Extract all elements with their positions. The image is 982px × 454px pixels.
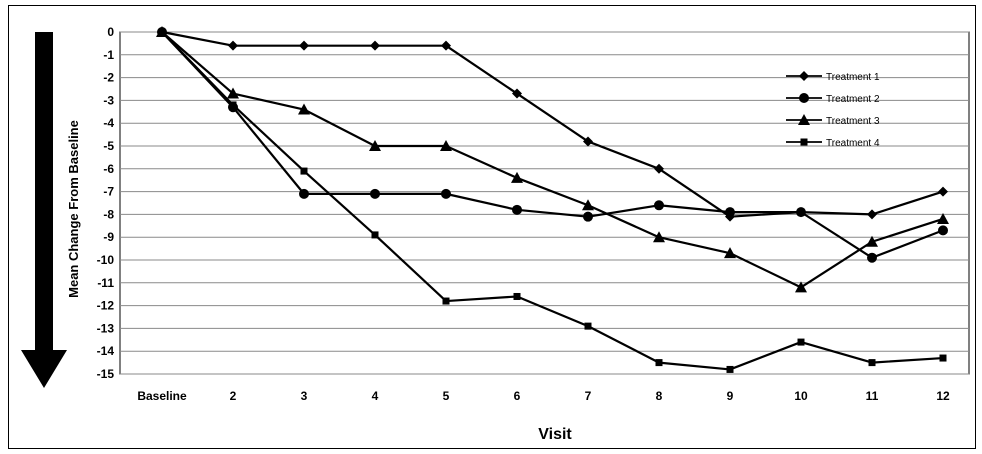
legend-marker xyxy=(799,71,809,81)
data-point-series-2 xyxy=(796,207,806,218)
data-point-series-1 xyxy=(299,40,309,51)
data-point-series-4 xyxy=(797,338,805,346)
data-point-series-2 xyxy=(441,188,451,199)
x-tick-label: Baseline xyxy=(137,389,187,403)
data-point-series-4 xyxy=(158,28,166,36)
y-tick-label: -11 xyxy=(97,276,114,290)
y-tick-label: -13 xyxy=(97,321,115,335)
y-tick-label: -5 xyxy=(103,139,114,153)
x-tick-label: 9 xyxy=(727,389,734,403)
data-point-series-4 xyxy=(229,101,237,109)
data-point-series-2 xyxy=(370,188,380,199)
y-tick-label: -2 xyxy=(103,71,114,85)
chart-frame: IMPROVEMENT Mean Change From Baseline Vi… xyxy=(8,5,976,449)
legend-label: Treatment 1 xyxy=(826,72,880,83)
legend-marker xyxy=(799,93,809,103)
data-point-series-4 xyxy=(371,231,379,239)
data-point-series-4 xyxy=(939,354,947,362)
data-point-series-1 xyxy=(228,40,238,51)
x-tick-labels: Baseline 2 3 4 5 6 7 8 9 10 11 12 xyxy=(137,389,950,403)
series-line-2 xyxy=(161,31,944,259)
gridlines xyxy=(120,31,969,375)
x-tick-label: 12 xyxy=(936,389,950,403)
data-point-series-3 xyxy=(298,103,310,115)
data-point-series-4 xyxy=(868,359,876,367)
legend-marker xyxy=(800,138,808,146)
data-point-series-3 xyxy=(582,199,594,211)
legend-label: Treatment 4 xyxy=(826,138,880,149)
x-tick-label: 5 xyxy=(443,389,450,403)
data-point-series-1 xyxy=(512,88,522,99)
data-point-series-2 xyxy=(867,252,877,263)
legend-label: Treatment 3 xyxy=(826,116,880,127)
y-tick-label: -3 xyxy=(103,93,114,107)
y-tick-label: -9 xyxy=(103,230,114,244)
x-tick-label: 8 xyxy=(656,389,663,403)
plot-area xyxy=(119,31,970,375)
data-point-series-4 xyxy=(655,359,663,367)
y-tick-label: -15 xyxy=(97,367,115,381)
improvement-arrow: IMPROVEMENT xyxy=(21,32,67,388)
series-line-1 xyxy=(161,30,944,218)
data-point-series-3 xyxy=(653,231,665,243)
data-point-series-1 xyxy=(867,209,877,220)
data-point-series-1 xyxy=(441,40,451,51)
data-point-series-1 xyxy=(938,186,948,197)
y-tick-label: -7 xyxy=(103,185,114,199)
data-point-series-2 xyxy=(583,211,593,222)
x-tick-label: 10 xyxy=(794,389,808,403)
data-point-series-2 xyxy=(299,188,309,199)
y-tick-label: -14 xyxy=(97,344,115,358)
y-tick-labels: 0 -1 -2 -3 -4 -5 -6 -7 -8 -9 -10 -11 -12 -13 -14 -15 xyxy=(97,25,115,381)
data-point-series-3 xyxy=(866,235,878,247)
data-point-series-2 xyxy=(938,225,948,236)
y-tick-label: -1 xyxy=(103,48,114,62)
data-point-series-4 xyxy=(513,292,521,300)
data-point-series-2 xyxy=(725,207,735,218)
series-line-3 xyxy=(161,31,944,289)
series-line-4 xyxy=(161,31,944,371)
down-arrow-icon xyxy=(21,32,67,388)
data-point-series-2 xyxy=(654,200,664,211)
legend-marker xyxy=(798,114,810,125)
data-point-series-4 xyxy=(726,365,734,373)
y-axis-title: Mean Change From Baseline xyxy=(66,120,81,298)
data-point-series-3 xyxy=(511,171,523,183)
x-tick-label: 7 xyxy=(585,389,592,403)
x-tick-label: 2 xyxy=(230,389,237,403)
data-point-series-3 xyxy=(440,140,452,151)
legend-label: Treatment 2 xyxy=(826,94,880,105)
data-point-series-2 xyxy=(512,204,522,215)
y-tick-label: -6 xyxy=(103,162,114,176)
data-point-series-1 xyxy=(370,40,380,51)
y-tick-label: -8 xyxy=(103,207,114,221)
data-point-series-1 xyxy=(583,136,593,147)
legend: Treatment 1 Treatment 2 Treatment 3 Treatme… xyxy=(786,71,880,149)
y-tick-label: -4 xyxy=(103,116,114,130)
data-point-series-4 xyxy=(584,322,592,330)
data-point-series-3 xyxy=(369,140,381,151)
data-point-series-4 xyxy=(300,167,308,175)
x-tick-label: 4 xyxy=(372,389,379,403)
data-point-series-3 xyxy=(227,87,239,99)
data-point-series-3 xyxy=(724,247,736,259)
x-tick-label: 6 xyxy=(514,389,521,403)
y-tick-label: 0 xyxy=(107,25,114,39)
series-lines xyxy=(161,30,944,371)
x-axis-title: Visit xyxy=(538,426,572,443)
line-chart: IMPROVEMENT Mean Change From Baseline Vi… xyxy=(21,25,970,443)
data-point-series-3 xyxy=(795,281,807,293)
plot-border xyxy=(119,31,970,375)
data-point-series-3 xyxy=(937,212,949,224)
data-point-series-4 xyxy=(442,297,450,305)
direction-label: IMPROVEMENT xyxy=(39,168,51,250)
x-tick-label: 3 xyxy=(301,389,308,403)
y-tick-label: -12 xyxy=(97,299,115,313)
series-markers xyxy=(156,26,949,373)
y-tick-label: -10 xyxy=(97,253,115,267)
data-point-series-1 xyxy=(654,163,664,174)
x-tick-label: 11 xyxy=(866,389,879,403)
